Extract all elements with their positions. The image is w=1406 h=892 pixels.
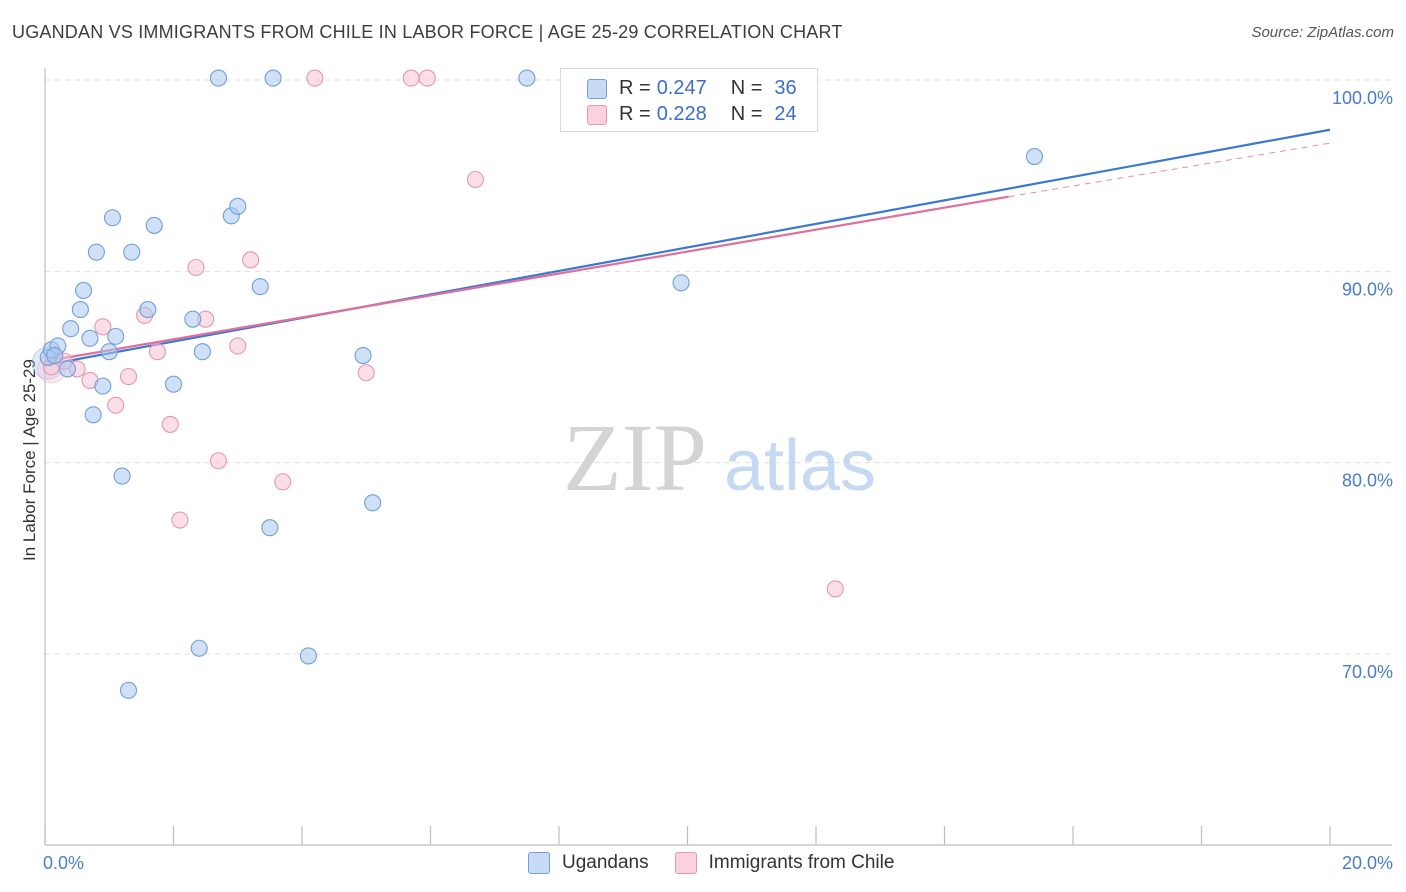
point-chile	[119, 368, 138, 386]
point-ugandans	[145, 216, 163, 234]
legend-r-value: 0.228	[656, 103, 707, 125]
legend-r-label: R =	[619, 77, 651, 99]
point-ugandans	[75, 281, 93, 300]
point-chile	[418, 69, 436, 87]
legend-n-label: N =	[730, 103, 763, 125]
point-ugandans	[107, 327, 125, 345]
point-ugandans	[518, 69, 536, 87]
point-chile	[357, 364, 375, 382]
point-ugandans	[58, 360, 77, 378]
point-chile	[229, 337, 247, 355]
point-ugandans	[94, 377, 112, 395]
point-ugandans	[209, 69, 228, 87]
point-chile	[402, 69, 420, 87]
axes	[44, 68, 1392, 846]
watermark: ZIP atlas	[563, 404, 876, 511]
y-tick-label: 80.0%	[1342, 471, 1393, 491]
watermark-zip: ZIP	[563, 404, 707, 511]
data-points	[31, 69, 1043, 699]
point-ugandans	[299, 647, 317, 665]
point-chile	[171, 511, 189, 529]
legend-n-value: 24	[774, 103, 797, 125]
trend-line-chile	[44, 195, 1009, 363]
point-chile	[187, 258, 205, 277]
trend-line-chile-extension	[1008, 142, 1331, 198]
point-ugandans	[264, 69, 282, 87]
legend-r-label: R =	[619, 103, 651, 125]
x-tick-label: 0.0%	[43, 853, 84, 873]
point-ugandans	[184, 310, 202, 328]
legend-n-value: 36	[774, 77, 797, 99]
point-ugandans	[164, 375, 183, 393]
point-ugandans	[84, 406, 102, 424]
point-ugandans	[103, 209, 122, 227]
source-label: Source: ZipAtlas.com	[1251, 24, 1394, 41]
chart-title: UGANDAN VS IMMIGRANTS FROM CHILE IN LABO…	[12, 22, 843, 42]
point-chile	[306, 69, 324, 87]
point-ugandans	[119, 681, 138, 699]
point-chile	[826, 580, 844, 598]
legend-row-ugandans: R = 0.247 N = 36	[587, 77, 797, 100]
point-ugandans	[100, 343, 118, 361]
legend-swatch-blue	[587, 78, 607, 99]
point-ugandans	[354, 346, 372, 365]
y-tick-label: 90.0%	[1342, 279, 1393, 299]
point-chile	[107, 396, 125, 414]
bottom-legend-chile: Immigrants from Chile	[674, 852, 895, 874]
bottom-legend-swatch-pink	[674, 852, 697, 874]
point-ugandans	[87, 243, 105, 261]
legend-swatch-pink	[587, 104, 607, 125]
point-ugandans	[261, 519, 279, 537]
point-ugandans	[672, 274, 690, 292]
point-ugandans	[229, 197, 247, 215]
legend: R = 0.247 N = 36 R = 0.228 N = 24	[560, 68, 818, 132]
grid-lines	[45, 79, 1392, 655]
point-ugandans	[139, 301, 157, 319]
point-chile	[466, 170, 485, 189]
trend-lines	[44, 128, 1331, 367]
point-chile	[94, 318, 112, 336]
point-chile	[209, 452, 228, 470]
y-tick-label: 70.0%	[1342, 662, 1393, 682]
point-chile	[242, 251, 260, 269]
point-ugandans	[81, 329, 99, 347]
point-ugandans	[46, 346, 64, 365]
point-ugandans	[62, 320, 80, 338]
point-ugandans	[113, 467, 131, 485]
point-ugandans	[123, 243, 141, 261]
watermark-atlas: atlas	[724, 426, 876, 506]
point-chile	[161, 415, 179, 433]
point-ugandans	[251, 278, 269, 296]
x-tick-label: 20.0%	[1342, 853, 1393, 873]
point-ugandans	[364, 494, 382, 512]
legend-n-label: N =	[730, 77, 763, 99]
point-ugandans	[1025, 147, 1043, 166]
point-ugandans	[193, 343, 211, 361]
trend-line-ugandans	[44, 128, 1331, 367]
point-chile	[148, 343, 166, 361]
legend-r-value: 0.247	[656, 77, 707, 99]
point-ugandans	[190, 639, 208, 657]
bottom-legend-swatch-blue	[528, 852, 550, 874]
legend-row-chile: R = 0.228 N = 24	[587, 103, 797, 126]
bottom-legend-label-ugandans: Ugandans	[562, 852, 649, 873]
point-chile	[274, 473, 292, 491]
bottom-legend-ugandans: Ugandans	[528, 852, 649, 874]
y-tick-label: 100.0%	[1332, 88, 1393, 108]
tick-labels: 100.0% 90.0% 80.0% 70.0% 0.0% 20.0%	[43, 88, 1393, 873]
point-ugandans	[71, 301, 89, 319]
bottom-legend: Ugandans Immigrants from Chile	[528, 852, 920, 874]
bottom-legend-label-chile: Immigrants from Chile	[708, 852, 895, 873]
